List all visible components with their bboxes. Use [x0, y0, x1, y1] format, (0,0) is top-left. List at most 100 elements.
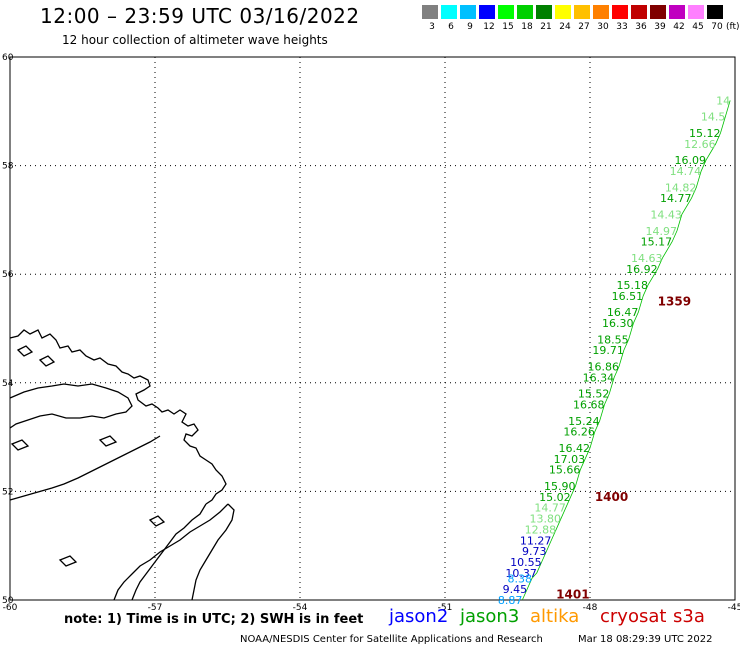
legend-swatch	[593, 5, 609, 19]
legend-label: 9	[467, 22, 473, 32]
coastline-strait	[131, 503, 207, 601]
lat-tick-label: 58	[2, 162, 14, 172]
wave-height-label: 15.66	[549, 464, 581, 477]
wave-height-observations: 1414.515.1212.6616.0914.7414.8214.7714.4…	[498, 94, 731, 607]
legend-label: 42	[673, 22, 685, 32]
map-frame	[9, 56, 736, 601]
legend-swatch	[688, 5, 704, 19]
coastline	[9, 329, 235, 601]
legend-label: 36	[635, 22, 647, 32]
wave-height-label: 15.17	[641, 236, 673, 249]
legend-swatch	[707, 5, 723, 19]
wave-height-label: 10.37	[505, 567, 537, 580]
lat-tick-label: 54	[2, 379, 14, 389]
legend-label: 24	[559, 22, 571, 32]
footer-credit: NOAA/NESDIS Center for Satellite Applica…	[240, 634, 543, 645]
lon-tick-label: -48	[583, 603, 598, 613]
wave-height-label: 12.88	[525, 523, 557, 536]
satellite-name: jason2	[389, 606, 449, 627]
footer-note: note: 1) Time is in UTC; 2) SWH is in fe…	[64, 612, 364, 627]
legend-swatch	[612, 5, 628, 19]
lat-tick-label: 60	[2, 53, 14, 63]
wave-height-label: 15.18	[617, 279, 649, 292]
legend-label: 12	[483, 22, 495, 32]
wave-height-label: 18.55	[597, 333, 629, 346]
axis-tick-labels: -60 -57 -54 -51 -48 -45 60 58 56 54 52 50	[2, 53, 740, 613]
wave-height-label: 15.02	[539, 491, 571, 504]
wave-height-label: 13.80	[530, 513, 562, 526]
wave-height-label: 16.42	[559, 442, 591, 455]
coastline-east	[191, 503, 235, 601]
wave-height-label: 8.38	[508, 572, 533, 585]
legend-swatch	[650, 5, 666, 19]
legend-label: 6	[448, 22, 454, 32]
coastline-islands	[10, 345, 166, 567]
wave-height-label: 9.45	[503, 583, 528, 596]
wave-height-label: 16.26	[563, 426, 595, 439]
legend-swatch	[555, 5, 571, 19]
wave-height-label: 16.30	[602, 317, 634, 330]
wave-height-label: 19.71	[592, 344, 624, 357]
legend-swatch	[422, 5, 438, 19]
legend-swatch	[517, 5, 533, 19]
wave-height-label: 16.92	[626, 263, 658, 276]
wave-height-label: 10.55	[510, 556, 542, 569]
satellite-name: s3a	[673, 606, 705, 627]
coastline-labrador	[9, 329, 227, 505]
lat-tick-label: 50	[2, 596, 14, 606]
wave-height-label: 14.77	[660, 192, 692, 205]
legend-label: 33	[616, 22, 628, 32]
legend-swatch	[498, 5, 514, 19]
wave-height-label: 12.66	[684, 138, 716, 151]
time-markers: 1359 1400 1401	[556, 294, 691, 601]
lon-tick-label: -57	[148, 603, 163, 613]
wave-height-label: 15.12	[689, 127, 721, 140]
legend-label: 3	[429, 22, 435, 32]
lon-tick-label: -54	[293, 603, 308, 613]
wave-height-label: 14.5	[701, 111, 726, 124]
wave-height-label: 14.63	[631, 252, 663, 265]
coastline-shore	[9, 435, 161, 501]
wave-height-label: 16.47	[607, 306, 639, 319]
time-label: 1401	[556, 588, 589, 602]
legend-label: 27	[578, 22, 590, 32]
wave-height-label: 15.52	[578, 388, 610, 401]
legend-label: 21	[540, 22, 552, 32]
lat-tick-label: 56	[2, 270, 14, 280]
satellite-name: cryosat	[600, 606, 667, 627]
page-subtitle: 12 hour collection of altimeter wave hei…	[62, 33, 328, 47]
legend-swatch	[536, 5, 552, 19]
legend-swatch	[669, 5, 685, 19]
wave-height-label: 14.77	[534, 502, 566, 515]
wave-height-label: 14.74	[670, 165, 702, 178]
wave-height-label: 14.97	[646, 225, 678, 238]
footer-timestamp: Mar 18 08:29:39 UTC 2022	[578, 634, 713, 645]
lat-tick-label: 52	[2, 487, 13, 497]
legend-swatch	[631, 5, 647, 19]
wave-height-label: 16.51	[612, 290, 644, 303]
wave-height-label: 16.34	[583, 371, 615, 384]
satellite-name: jason3	[460, 606, 520, 627]
wave-height-label: 16.68	[573, 399, 605, 412]
wave-height-label: 14.43	[650, 208, 682, 221]
wave-height-label: 14	[716, 94, 730, 107]
wave-height-label: 16.86	[588, 361, 620, 374]
legend-swatch	[441, 5, 457, 19]
legend-label: 18	[521, 22, 533, 32]
lon-tick-label: -51	[438, 603, 453, 613]
coastline-inlet	[9, 383, 133, 429]
wave-height-label: 11.27	[520, 534, 552, 547]
legend-label: 45	[692, 22, 704, 32]
page-title: 12:00 – 23:59 UTC 03/16/2022	[40, 4, 360, 28]
legend-swatch	[460, 5, 476, 19]
legend-label: 30	[597, 22, 609, 32]
legend-label: 70	[711, 22, 723, 32]
lon-tick-label: -60	[3, 603, 18, 613]
wave-height-label: 16.09	[675, 154, 707, 167]
legend-unit: (ft)	[726, 22, 740, 32]
wave-height-label: 14.82	[665, 181, 697, 194]
legend-swatch	[479, 5, 495, 19]
wave-height-label: 9.73	[522, 545, 547, 558]
wave-height-label: 15.24	[568, 415, 600, 428]
